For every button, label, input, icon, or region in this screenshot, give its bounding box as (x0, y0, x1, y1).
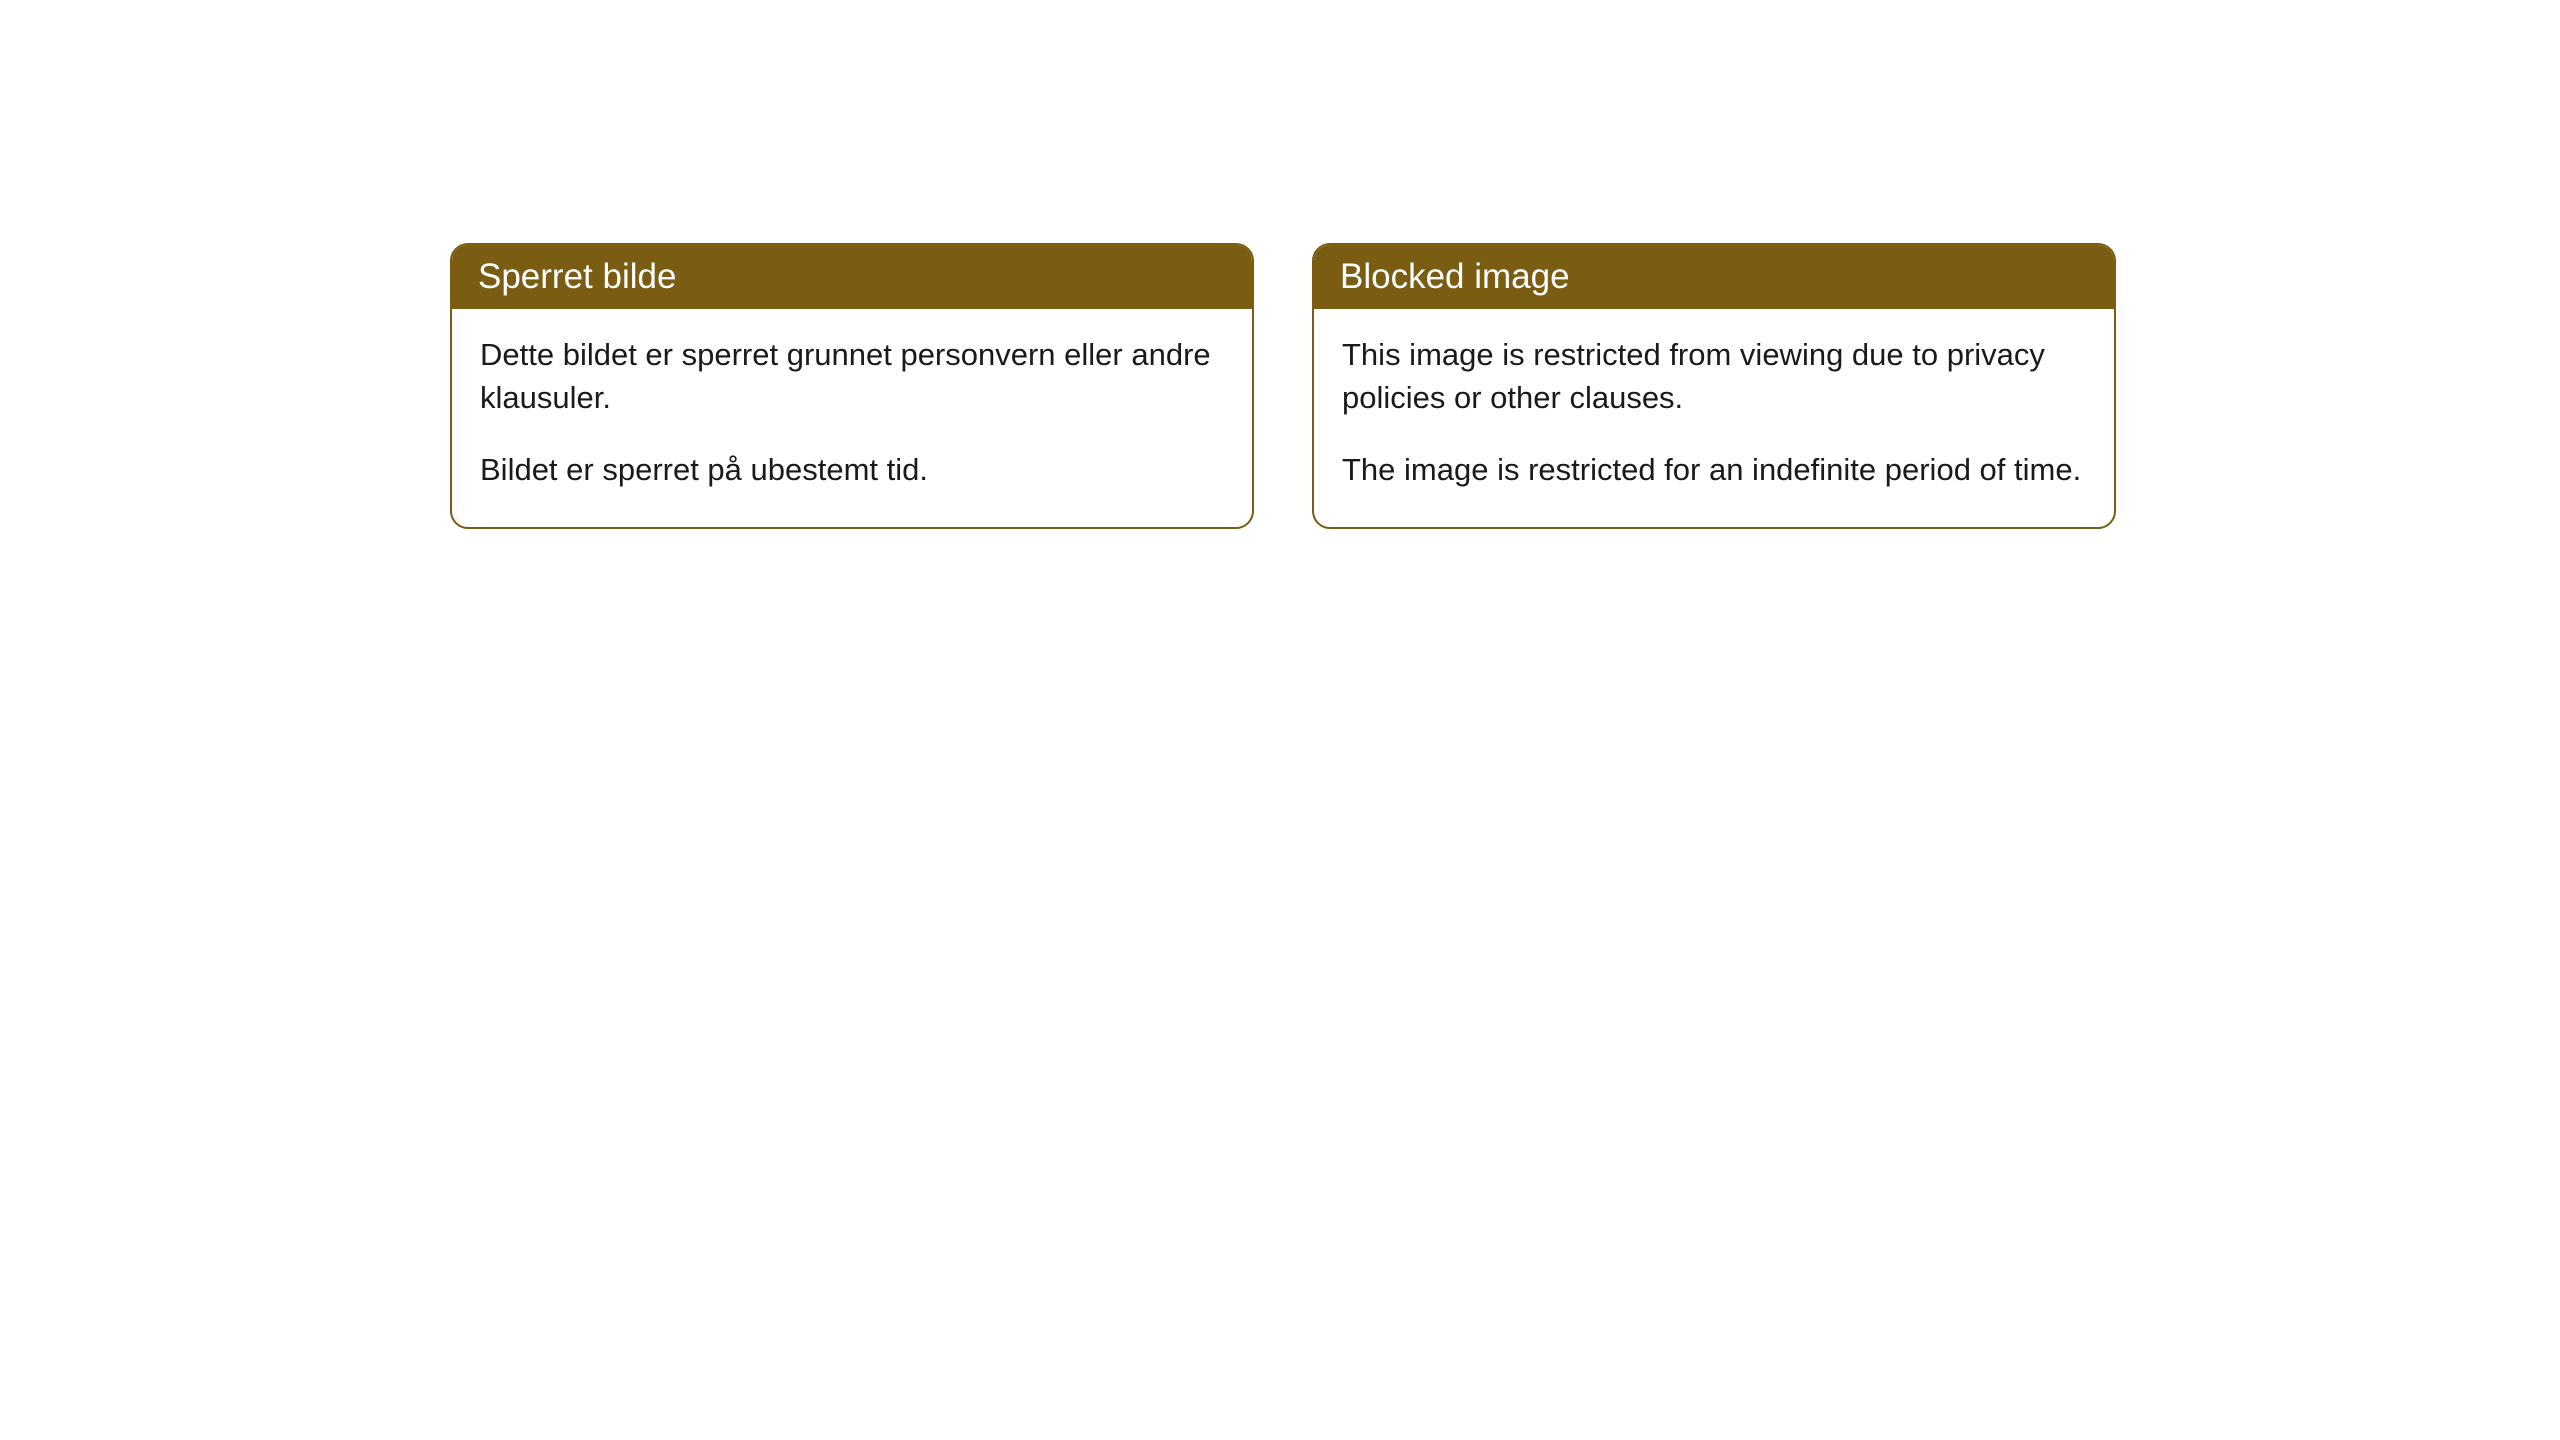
card-paragraph: Bildet er sperret på ubestemt tid. (480, 448, 1224, 491)
card-header: Sperret bilde (452, 245, 1252, 309)
card-paragraph: This image is restricted from viewing du… (1342, 333, 2086, 420)
notice-card-english: Blocked image This image is restricted f… (1312, 243, 2116, 529)
card-title: Blocked image (1340, 257, 1570, 296)
card-body: This image is restricted from viewing du… (1314, 309, 2114, 527)
notice-card-norwegian: Sperret bilde Dette bildet er sperret gr… (450, 243, 1254, 529)
card-paragraph: Dette bildet er sperret grunnet personve… (480, 333, 1224, 420)
card-title: Sperret bilde (478, 257, 676, 296)
notice-cards-container: Sperret bilde Dette bildet er sperret gr… (450, 243, 2116, 529)
card-body: Dette bildet er sperret grunnet personve… (452, 309, 1252, 527)
card-header: Blocked image (1314, 245, 2114, 309)
card-paragraph: The image is restricted for an indefinit… (1342, 448, 2086, 491)
